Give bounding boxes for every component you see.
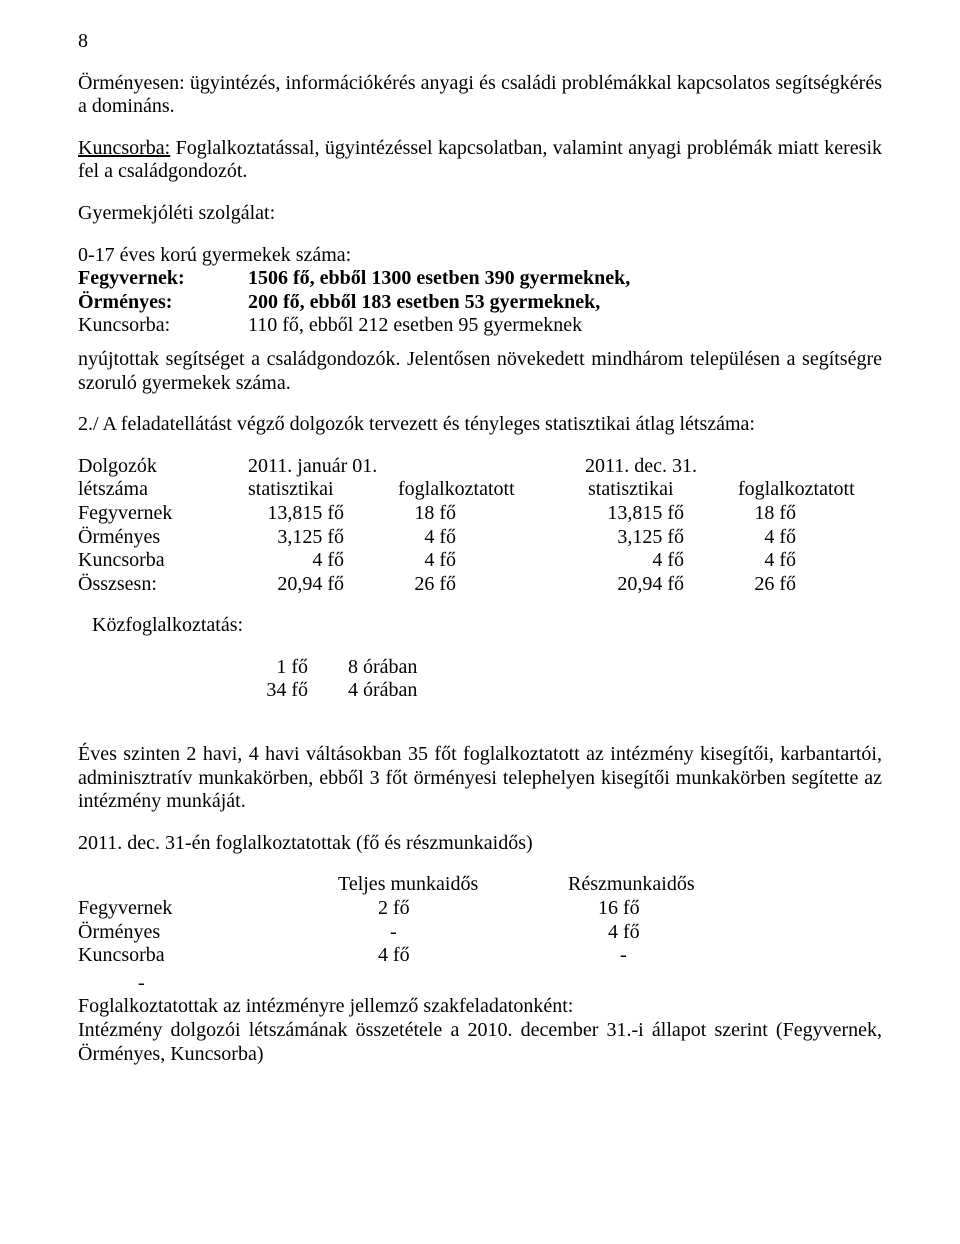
gap — [548, 502, 588, 526]
row-label: Összsesn: — [78, 573, 248, 597]
cell: 4 fő — [738, 549, 888, 573]
cell: 18 fő — [738, 502, 888, 526]
hdr-letszama: létszáma — [78, 478, 248, 502]
cell: 4 fő — [398, 549, 548, 573]
paragraph-kuncsorba: Kuncsorba: Foglalkoztatással, ügyintézés… — [78, 137, 882, 184]
table-row: Fegyvernek 13,815 fő 18 fő 13,815 fő 18 … — [78, 502, 882, 526]
paragraph-dec31: 2011. dec. 31-én foglalkoztatottak (fő é… — [78, 832, 882, 856]
cell: 18 fő — [398, 502, 548, 526]
section-gyermekjoleti-title: Gyermekjóléti szolgálat: — [78, 202, 882, 226]
hdr-date-dec: 2011. dec. 31. — [585, 455, 882, 479]
paragraph-ormenyesen: Örményesen: ügyintézés, információkérés … — [78, 72, 882, 119]
def-row-kuncsorba: Kuncsorba: 110 fő, ebből 212 esetben 95 … — [78, 314, 882, 338]
section2-title: 2./ A feladatellátást végző dolgozók ter… — [78, 413, 882, 437]
def-label: Fegyvernek: — [78, 267, 248, 291]
hdr-date-jan: 2011. január 01. — [248, 455, 545, 479]
def-value: 110 fő, ebből 212 esetben 95 gyermeknek — [248, 314, 882, 338]
hdr-stat-2: statisztikai — [588, 478, 738, 502]
gap — [548, 478, 588, 502]
def-row-fegyvernek: Fegyvernek: 1506 fő, ebből 1300 esetben … — [78, 267, 882, 291]
kuncsorba-rest: Foglalkoztatással, ügyintézéssel kapcsol… — [78, 137, 882, 183]
row-label: Fegyvernek — [78, 502, 248, 526]
table-header-row-2: létszáma statisztikai foglalkoztatott st… — [78, 478, 882, 502]
paragraph-eves-szinten: Éves szinten 2 havi, 4 havi váltásokban … — [78, 743, 882, 814]
cell: - — [568, 944, 768, 968]
def-label: Kuncsorba: — [78, 314, 248, 338]
paragraph-csaladgondozok: nyújtottak segítséget a családgondozók. … — [78, 348, 882, 395]
cell: 16 fő — [568, 897, 768, 921]
def-label: Örményes: — [78, 291, 248, 315]
trailing-dash: - — [78, 972, 882, 996]
age-range-line: 0-17 éves korú gyermekek száma: — [78, 244, 882, 268]
koz-count: 34 fő — [228, 679, 348, 703]
def-value: 200 fő, ebből 183 esetben 53 gyermeknek, — [248, 291, 882, 315]
gap — [545, 455, 585, 479]
table-letszam: Dolgozók 2011. január 01. 2011. dec. 31.… — [78, 455, 882, 597]
gap — [548, 573, 588, 597]
paragraph-szakfeladat: Foglalkoztatottak az intézményre jellemz… — [78, 995, 882, 1019]
koz-hours: 8 órában — [348, 656, 498, 680]
row-label: Örményes — [78, 526, 248, 550]
hdr-teljes: Teljes munkaidős — [338, 873, 568, 897]
def-value: 1506 fő, ebből 1300 esetben 390 gyermekn… — [248, 267, 882, 291]
row-label: Kuncsorba — [78, 944, 338, 968]
empty-label — [78, 873, 338, 897]
koz-row: 1 fő 8 órában — [228, 656, 882, 680]
cell: 4 fő — [588, 549, 738, 573]
document-page: 8 Örményesen: ügyintézés, információkéré… — [0, 0, 960, 1244]
cell: 26 fő — [738, 573, 888, 597]
cell: 4 fő — [568, 921, 768, 945]
row-label: Fegyvernek — [78, 897, 338, 921]
hdr-stat-1: statisztikai — [248, 478, 398, 502]
gap — [548, 549, 588, 573]
cell: 13,815 fő — [248, 502, 398, 526]
row-label: Kuncsorba — [78, 549, 248, 573]
cell: 2 fő — [338, 897, 568, 921]
table-header-row-1: Dolgozók 2011. január 01. 2011. dec. 31. — [78, 455, 882, 479]
cell: 3,125 fő — [248, 526, 398, 550]
cell: 13,815 fő — [588, 502, 738, 526]
table-row: Kuncsorba 4 fő - — [78, 944, 882, 968]
cell: 3,125 fő — [588, 526, 738, 550]
cell: 20,94 fő — [588, 573, 738, 597]
table-munkaidos: Teljes munkaidős Részmunkaidős Fegyverne… — [78, 873, 882, 967]
cell: 4 fő — [398, 526, 548, 550]
cell: - — [338, 921, 568, 945]
row-label: Örményes — [78, 921, 338, 945]
koz-row: 34 fő 4 órában — [228, 679, 882, 703]
cell: 20,94 fő — [248, 573, 398, 597]
hdr-dolgozok: Dolgozók — [78, 455, 248, 479]
hdr-fog-1: foglalkoztatott — [398, 478, 548, 502]
table-row: Fegyvernek 2 fő 16 fő — [78, 897, 882, 921]
table-row: Örményes - 4 fő — [78, 921, 882, 945]
koz-count: 1 fő — [228, 656, 348, 680]
def-row-ormenyes: Örményes: 200 fő, ebből 183 esetben 53 g… — [78, 291, 882, 315]
gap — [548, 526, 588, 550]
koz-hours: 4 órában — [348, 679, 498, 703]
cell: 26 fő — [398, 573, 548, 597]
kuncsorba-label: Kuncsorba: — [78, 137, 170, 159]
table-row: Kuncsorba 4 fő 4 fő 4 fő 4 fő — [78, 549, 882, 573]
table-row: Örményes 3,125 fő 4 fő 3,125 fő 4 fő — [78, 526, 882, 550]
cell: 4 fő — [338, 944, 568, 968]
koz-title: Közfoglalkoztatás: — [92, 614, 882, 638]
hdr-resz: Részmunkaidős — [568, 873, 768, 897]
hdr-fog-2: foglalkoztatott — [738, 478, 888, 502]
paragraph-osszetetele: Intézmény dolgozói létszámának összetéte… — [78, 1019, 882, 1066]
table-header-row: Teljes munkaidős Részmunkaidős — [78, 873, 882, 897]
cell: 4 fő — [738, 526, 888, 550]
cell: 4 fő — [248, 549, 398, 573]
table-row-total: Összsesn: 20,94 fő 26 fő 20,94 fő 26 fő — [78, 573, 882, 597]
page-number: 8 — [78, 30, 882, 54]
